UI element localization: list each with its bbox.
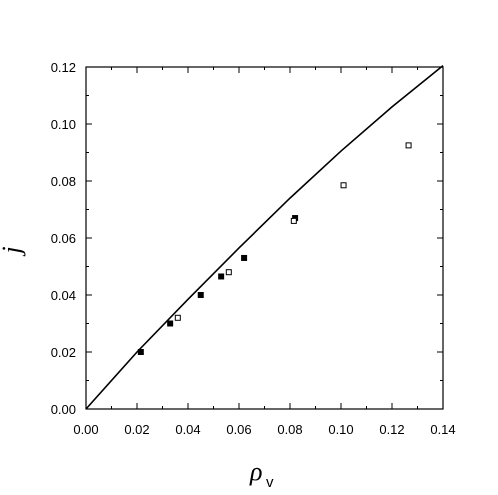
open-square-point <box>290 217 297 224</box>
filled-square-point <box>218 273 225 280</box>
y-tick-label: 0.00 <box>51 402 76 417</box>
x-tick-label: 0.14 <box>430 422 455 437</box>
filled-square-point <box>137 349 144 355</box>
x-tick-label: 0.04 <box>175 422 200 437</box>
x-tick-label: 0.02 <box>124 422 149 437</box>
x-tick-label: 0.08 <box>277 422 302 437</box>
ticks-layer: 0.00 0.02 0.04 0.06 0.08 0.10 0.12 0.14 0.00 0.02… <box>51 60 456 437</box>
y-axis-label: j <box>0 246 26 256</box>
x-tick-label: 0.12 <box>379 422 404 437</box>
x-tick-label: 0.00 <box>73 422 98 437</box>
y-tick-label: 0.02 <box>51 345 76 360</box>
model-curve <box>85 64 444 410</box>
x-tick-label: 0.06 <box>226 422 251 437</box>
y-tick-label: 0.10 <box>51 117 76 132</box>
plot-frame <box>85 66 444 410</box>
y-tick-label: 0.06 <box>51 231 76 246</box>
filled-square-point <box>197 292 204 298</box>
open-square-point <box>340 182 347 189</box>
filled-square-point <box>167 320 174 327</box>
open-square-point <box>225 269 232 276</box>
x-tick-label: 0.10 <box>328 422 353 437</box>
open-square-point <box>174 314 181 321</box>
x-axis-label: ρ <box>249 457 262 486</box>
filled-square-point <box>241 254 248 261</box>
y-tick-label: 0.12 <box>51 60 76 75</box>
series-layer <box>85 64 444 410</box>
y-tick-label: 0.08 <box>51 174 76 189</box>
x-axis-label-subscript: v <box>266 474 274 491</box>
y-tick-label: 0.04 <box>51 288 76 303</box>
open-square-point <box>405 142 412 149</box>
